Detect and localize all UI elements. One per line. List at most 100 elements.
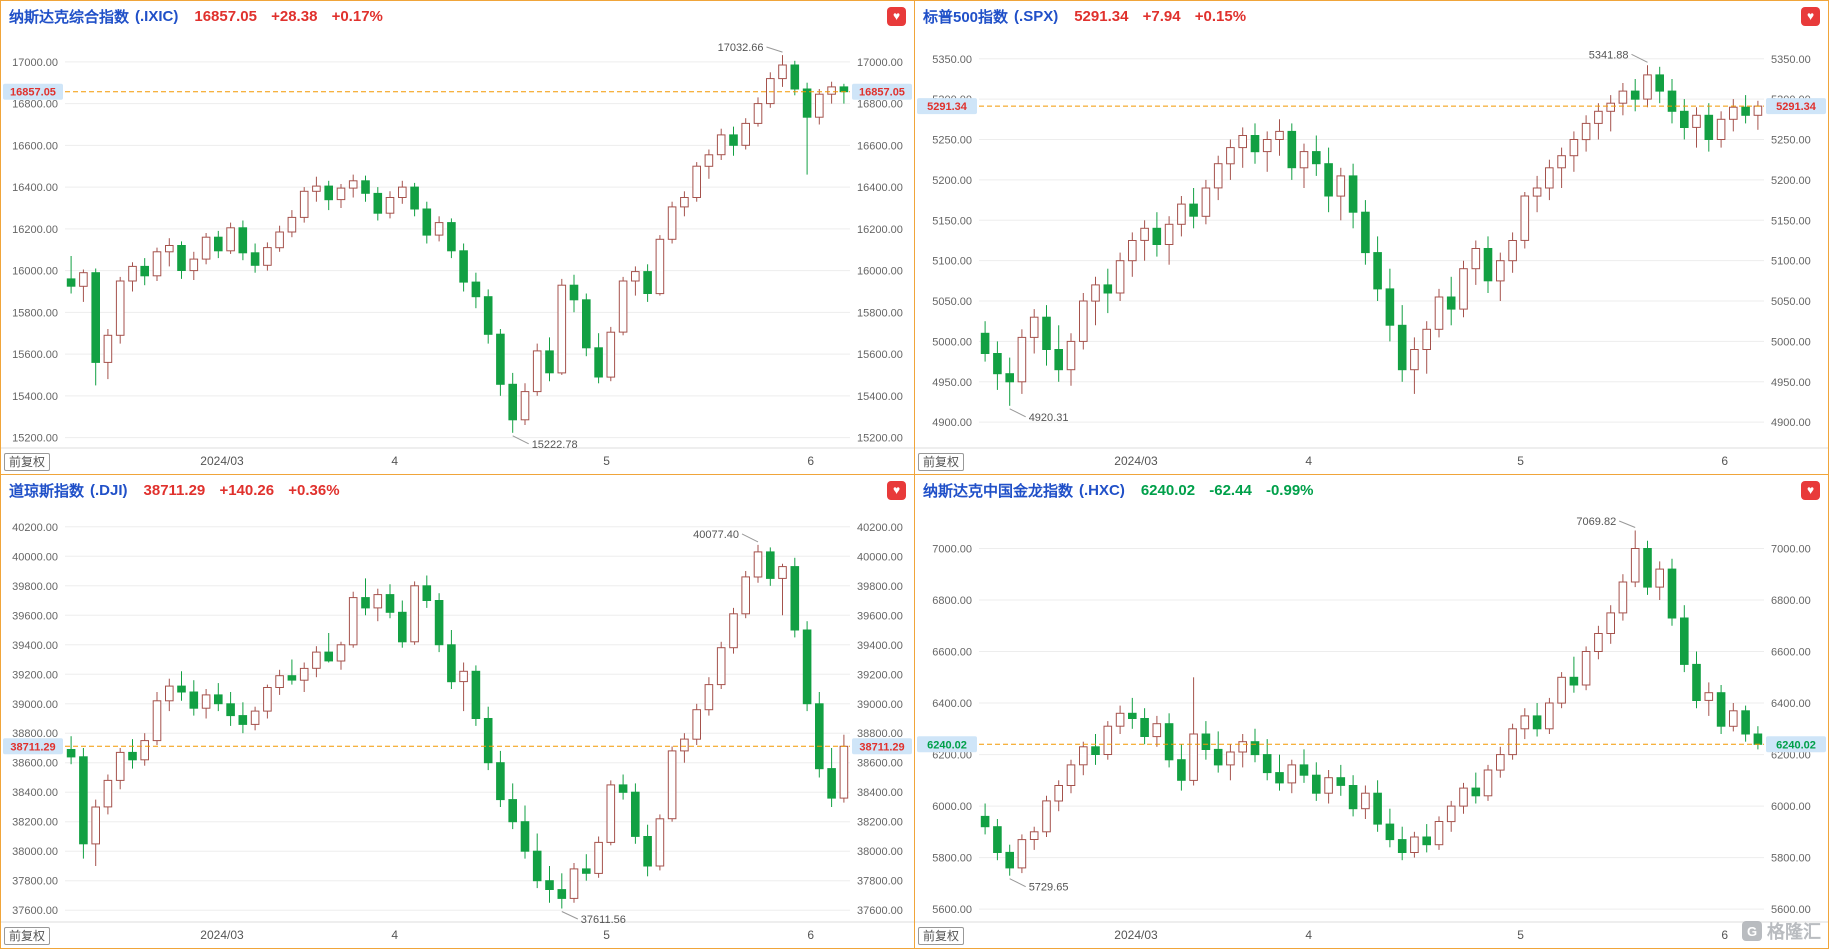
chart-panel-spx: 标普500指数 (.SPX) 5291.34 +7.94 +0.15% ♥ 49…: [915, 1, 1828, 474]
index-change-pct: +0.17%: [331, 7, 383, 25]
heart-icon: ♥: [892, 9, 901, 23]
svg-text:15600.00: 15600.00: [857, 349, 903, 361]
index-quote: 6240.02 -62.44 -0.99%: [1141, 482, 1324, 499]
svg-text:39200.00: 39200.00: [12, 669, 58, 681]
index-change: +7.94: [1142, 7, 1181, 25]
svg-text:38600.00: 38600.00: [12, 758, 58, 770]
svg-text:15200.00: 15200.00: [12, 433, 58, 445]
heart-icon: ♥: [892, 483, 901, 497]
index-change: +28.38: [271, 7, 318, 25]
svg-text:6600.00: 6600.00: [1771, 647, 1811, 659]
index-code: (.SPX): [1014, 7, 1059, 25]
svg-text:6800.00: 6800.00: [1771, 595, 1811, 607]
index-quote: 5291.34 +7.94 +0.15%: [1074, 8, 1256, 25]
svg-text:7000.00: 7000.00: [932, 543, 972, 555]
favorite-button[interactable]: ♥: [1801, 6, 1820, 26]
svg-text:6240.02: 6240.02: [927, 739, 967, 751]
svg-text:37800.00: 37800.00: [12, 876, 58, 888]
svg-text:5: 5: [603, 454, 610, 468]
chart-panel-hxc: 纳斯达克中国金龙指数 (.HXC) 6240.02 -62.44 -0.99% …: [915, 475, 1828, 948]
svg-text:15600.00: 15600.00: [12, 349, 58, 361]
svg-text:5341.88: 5341.88: [1589, 49, 1629, 61]
favorite-button[interactable]: ♥: [887, 480, 906, 500]
svg-text:40077.40: 40077.40: [693, 529, 739, 541]
svg-text:5150.00: 5150.00: [932, 215, 972, 227]
svg-text:5250.00: 5250.00: [932, 135, 972, 147]
index-quote: 16857.05 +28.38 +0.17%: [194, 8, 393, 25]
svg-text:5350.00: 5350.00: [1771, 54, 1811, 66]
index-price: 38711.29: [143, 481, 206, 499]
svg-text:2024/03: 2024/03: [200, 454, 244, 468]
chart-area: 37600.00 37600.00 37800.00 37800.00 38000.00…: [1, 505, 914, 948]
svg-text:17000.00: 17000.00: [12, 57, 58, 69]
index-change: -62.44: [1209, 481, 1252, 499]
svg-text:5100.00: 5100.00: [1771, 256, 1811, 268]
svg-text:16400.00: 16400.00: [12, 182, 58, 194]
svg-text:5250.00: 5250.00: [1771, 135, 1811, 147]
index-price: 6240.02: [1140, 481, 1196, 499]
heart-icon: ♥: [1806, 9, 1815, 23]
heart-icon: ♥: [1806, 483, 1815, 497]
favorite-button[interactable]: ♥: [1801, 480, 1820, 500]
index-name: 道琼斯指数: [9, 482, 85, 500]
svg-text:17032.66: 17032.66: [718, 42, 764, 54]
adjust-mode-button[interactable]: 前复权: [4, 927, 51, 945]
candlestick-chart-spx: 4900.00 4900.00 4950.00 4950.00 5000.00 5000.…: [915, 49, 1828, 468]
index-change: +140.26: [219, 481, 275, 499]
brand-logo-icon: G: [1742, 921, 1762, 941]
svg-text:16200.00: 16200.00: [12, 224, 58, 236]
svg-text:5: 5: [1517, 928, 1524, 942]
svg-text:16400.00: 16400.00: [857, 182, 903, 194]
svg-text:6240.02: 6240.02: [1776, 739, 1816, 751]
svg-text:2024/03: 2024/03: [200, 928, 244, 942]
index-code: (.HXC): [1079, 481, 1125, 499]
svg-text:15222.78: 15222.78: [532, 439, 578, 451]
svg-text:5291.34: 5291.34: [1776, 101, 1817, 113]
svg-text:7069.82: 7069.82: [1576, 516, 1616, 528]
svg-text:15200.00: 15200.00: [857, 433, 903, 445]
svg-text:6800.00: 6800.00: [932, 595, 972, 607]
svg-text:38000.00: 38000.00: [857, 846, 903, 858]
svg-text:38400.00: 38400.00: [12, 787, 58, 799]
svg-text:5350.00: 5350.00: [932, 54, 972, 66]
chart-area: 5600.00 5600.00 5800.00 5800.00 6000.00 6000.…: [915, 505, 1828, 948]
svg-text:5100.00: 5100.00: [932, 256, 972, 268]
svg-text:39600.00: 39600.00: [12, 610, 58, 622]
svg-text:6: 6: [1721, 928, 1728, 942]
svg-text:4: 4: [391, 928, 398, 942]
svg-text:5050.00: 5050.00: [932, 296, 972, 308]
panel-header: 标普500指数 (.SPX) 5291.34 +7.94 +0.15% ♥: [915, 1, 1828, 31]
svg-text:39800.00: 39800.00: [12, 581, 58, 593]
svg-text:5000.00: 5000.00: [1771, 336, 1811, 348]
svg-text:6400.00: 6400.00: [1771, 698, 1811, 710]
svg-text:16000.00: 16000.00: [857, 266, 903, 278]
candlestick-chart-dji: 37600.00 37600.00 37800.00 37800.00 38000.00…: [1, 522, 914, 942]
svg-text:6200.00: 6200.00: [932, 750, 972, 762]
adjust-mode-button[interactable]: 前复权: [918, 453, 965, 471]
svg-text:5150.00: 5150.00: [1771, 215, 1811, 227]
candlestick-chart-hxc: 5600.00 5600.00 5800.00 5800.00 6000.00 6000.…: [915, 516, 1828, 942]
svg-text:39000.00: 39000.00: [857, 699, 903, 711]
panel-header: 道琼斯指数 (.DJI) 38711.29 +140.26 +0.36% ♥: [1, 475, 914, 505]
index-change-pct: +0.15%: [1194, 7, 1247, 25]
favorite-button[interactable]: ♥: [887, 6, 906, 26]
svg-text:37600.00: 37600.00: [857, 905, 903, 917]
index-change-pct: +0.36%: [288, 481, 340, 499]
brand-name: 格隆汇: [1767, 922, 1821, 942]
svg-text:38711.29: 38711.29: [10, 741, 55, 753]
adjust-mode-button[interactable]: 前复权: [4, 453, 51, 471]
brand-watermark: G 格隆汇: [1742, 918, 1821, 944]
svg-text:16000.00: 16000.00: [12, 266, 58, 278]
svg-text:7000.00: 7000.00: [1771, 543, 1811, 555]
adjust-mode-button[interactable]: 前复权: [918, 927, 965, 945]
svg-text:16200.00: 16200.00: [857, 224, 903, 236]
svg-text:38800.00: 38800.00: [12, 728, 58, 740]
svg-text:37600.00: 37600.00: [12, 905, 58, 917]
svg-text:6000.00: 6000.00: [932, 801, 972, 813]
index-price: 5291.34: [1074, 7, 1129, 25]
index-name: 标普500指数: [923, 8, 1009, 26]
svg-text:5800.00: 5800.00: [1771, 853, 1811, 865]
svg-text:39000.00: 39000.00: [12, 699, 58, 711]
svg-text:16600.00: 16600.00: [12, 140, 58, 152]
